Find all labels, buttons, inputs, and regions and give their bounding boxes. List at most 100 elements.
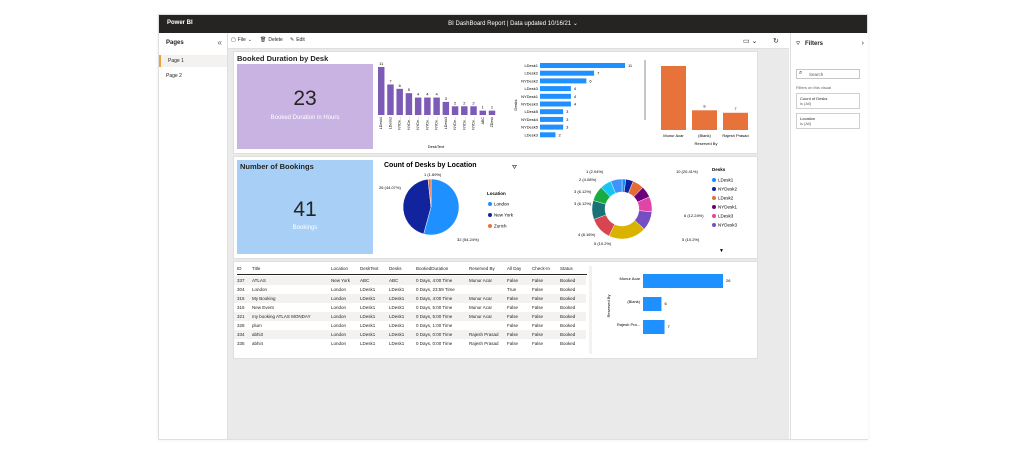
- bookings-table[interactable]: ID Title Location DeskText Desks BookedDurati…: [234, 262, 594, 358]
- legend-marker[interactable]: [712, 214, 716, 218]
- bar[interactable]: [540, 86, 571, 92]
- chart-title: Count of Desks by Location: [384, 162, 477, 169]
- legend-marker[interactable]: [712, 205, 716, 209]
- bar[interactable]: [461, 106, 468, 115]
- y-tick-label: Munur Acar: [620, 276, 641, 281]
- table-row[interactable]: [234, 312, 586, 321]
- table-cell: London: [331, 332, 347, 337]
- report-title[interactable]: BI DashBoard Report | Data updated 10/16…: [448, 21, 578, 27]
- slice-label: 4 (8.16%): [578, 232, 596, 237]
- column-header[interactable]: All Day: [507, 266, 522, 271]
- bar[interactable]: [643, 297, 662, 311]
- scrollbar[interactable]: [644, 60, 646, 120]
- column-header[interactable]: ID: [237, 266, 242, 271]
- page-tab-1[interactable]: Page 1: [159, 55, 227, 67]
- bar[interactable]: [540, 63, 625, 68]
- bar[interactable]: [540, 124, 564, 130]
- desk-duration-column-chart[interactable]: 11LDesk17LDesk26NYDe...5NYDe...4NYDe...4…: [376, 60, 501, 150]
- column-header[interactable]: Check-In: [532, 266, 551, 271]
- bar[interactable]: [424, 97, 431, 115]
- bar[interactable]: [414, 97, 422, 115]
- collapse-icon[interactable]: «: [217, 38, 222, 47]
- bar[interactable]: [396, 88, 403, 115]
- table-cell: LDesk1: [389, 305, 405, 310]
- table-cell: 0 Days, 5:00 Time: [416, 305, 453, 310]
- bar[interactable]: [405, 93, 413, 115]
- legend-marker[interactable]: [488, 213, 492, 217]
- table-row[interactable]: [234, 294, 586, 303]
- view-toggle[interactable]: ▭ ⌄: [743, 37, 758, 45]
- table-cell: London: [331, 287, 347, 292]
- bar[interactable]: [451, 106, 459, 115]
- bar[interactable]: [643, 320, 665, 334]
- bar[interactable]: [661, 66, 686, 130]
- bar[interactable]: [540, 101, 571, 107]
- slice-label: 1 (1.69%): [424, 172, 442, 177]
- column-header[interactable]: BookedDuration: [416, 266, 449, 271]
- bar[interactable]: [387, 84, 394, 115]
- bar[interactable]: [470, 106, 477, 115]
- table-row[interactable]: [234, 285, 586, 294]
- filter-card-count-of-desks[interactable]: Count of Desks is (All): [796, 93, 860, 109]
- desk-duration-bar-chart[interactable]: LDesk1 11 LDesk2 7 NYDesk2 6 LDesk3 4 NYDesk1 4 NY…: [512, 60, 647, 150]
- bar[interactable]: [643, 274, 723, 288]
- column-header[interactable]: Title: [252, 266, 261, 271]
- legend-marker[interactable]: [712, 187, 716, 191]
- bar[interactable]: [723, 112, 748, 130]
- legend-marker[interactable]: [488, 224, 492, 228]
- chevron-down-icon[interactable]: ⌄: [572, 21, 578, 27]
- legend-marker[interactable]: [712, 223, 716, 227]
- table-scrollbar[interactable]: [589, 266, 592, 354]
- trash-icon: 🗑: [260, 37, 267, 43]
- table-row[interactable]: [234, 276, 586, 285]
- location-pie-chart[interactable]: Count of Desks by Location 32 (54.24%) 26 …: [379, 159, 569, 255]
- pie-slice[interactable]: [402, 178, 432, 235]
- kpi1-card[interactable]: 23 Booked Duration in Hours: [237, 64, 373, 149]
- table-row[interactable]: [234, 339, 586, 348]
- page-tab-2[interactable]: Page 2: [166, 73, 182, 79]
- filter-card-location[interactable]: Location is (All): [796, 113, 860, 129]
- reserved-by-bar-chart[interactable]: Munur Acar 26 (Blank) 6 Rajesh Pra... 7 Reserv…: [606, 264, 751, 354]
- bar[interactable]: [433, 97, 440, 115]
- table-row[interactable]: [234, 330, 586, 339]
- file-menu[interactable]: ▢ File ⌄: [231, 37, 252, 43]
- desks-donut-chart[interactable]: 1 (2.04%) 2 (4.08%) 3 (6.12%) 3 (6.12%) 4 (8…: [574, 159, 754, 255]
- bar[interactable]: [488, 110, 496, 115]
- filters-search-input[interactable]: Search: [796, 69, 860, 79]
- pie-slice[interactable]: [427, 178, 432, 208]
- table-row[interactable]: [234, 321, 586, 330]
- bar[interactable]: [540, 70, 595, 76]
- table-cell: 334: [237, 332, 245, 337]
- bar[interactable]: [378, 67, 385, 115]
- column-header[interactable]: Status: [560, 266, 573, 271]
- powerbi-window: Power BI BI DashBoard Report | Data upda…: [158, 14, 868, 440]
- bar[interactable]: [540, 109, 564, 115]
- table-cell: LDesk1: [360, 323, 376, 328]
- refresh-icon[interactable]: ↻: [773, 38, 779, 45]
- legend-marker[interactable]: [712, 196, 716, 200]
- chevron-right-icon[interactable]: ›: [861, 40, 864, 47]
- table-cell: False: [532, 305, 544, 310]
- legend-marker[interactable]: [712, 178, 716, 182]
- column-header[interactable]: DeskText: [360, 266, 379, 271]
- bar[interactable]: [540, 132, 556, 138]
- donut-slice[interactable]: [610, 178, 623, 194]
- reserved-by-column-chart[interactable]: 26 Munur Acar 8 (Blank) 7 Rajesh Prasad Reserv…: [658, 60, 753, 150]
- kpi2-label: Bookings: [292, 225, 318, 231]
- pie-slice[interactable]: [423, 178, 460, 236]
- column-header[interactable]: Reserved By: [469, 266, 495, 271]
- edit-button[interactable]: ✎ Edit: [290, 37, 305, 43]
- column-header[interactable]: Desks: [389, 266, 402, 271]
- bar[interactable]: [442, 101, 450, 115]
- table-cell: LDesk1: [389, 332, 405, 337]
- delete-button[interactable]: 🗑 Delete: [260, 37, 283, 43]
- legend-marker[interactable]: [488, 202, 492, 206]
- column-header[interactable]: Location: [331, 266, 349, 271]
- bar[interactable]: [479, 110, 486, 115]
- bar[interactable]: [540, 116, 564, 122]
- bar[interactable]: [540, 93, 571, 99]
- bar[interactable]: [540, 78, 587, 84]
- kpi2-card[interactable]: Number of Bookings 41 Bookings: [237, 160, 373, 254]
- table-row[interactable]: [234, 303, 586, 312]
- bar[interactable]: [692, 110, 717, 130]
